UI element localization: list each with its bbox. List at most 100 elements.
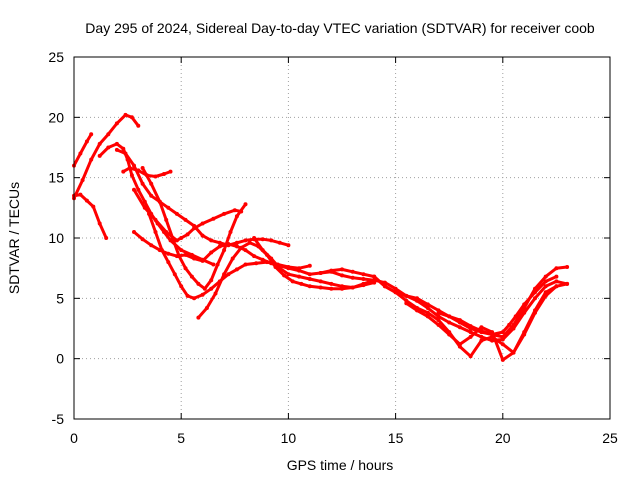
data-point: [415, 308, 419, 313]
data-point: [522, 302, 527, 307]
data-point: [468, 330, 473, 335]
data-point: [136, 168, 141, 173]
data-point: [164, 217, 169, 222]
data-point: [129, 173, 134, 178]
data-point: [297, 274, 302, 279]
data-point: [123, 112, 128, 117]
data-point: [132, 163, 136, 168]
data-point: [209, 286, 214, 291]
data-point: [149, 243, 154, 248]
data-point: [415, 296, 419, 301]
data-point: [243, 262, 248, 267]
data-point: [307, 272, 312, 277]
y-tick-label: 25: [48, 49, 64, 65]
data-point: [140, 237, 145, 242]
series-layer: [72, 112, 570, 362]
data-point: [479, 338, 484, 343]
data-point: [106, 145, 111, 150]
data-point: [97, 141, 102, 146]
data-point: [189, 274, 194, 279]
data-point: [132, 230, 136, 234]
data-point: [269, 256, 274, 261]
data-point: [329, 268, 334, 273]
data-point: [172, 272, 177, 277]
data-point: [121, 169, 126, 174]
data-point: [500, 342, 505, 347]
data-point: [80, 178, 85, 183]
data-point: [127, 166, 132, 170]
data-point: [565, 265, 570, 269]
data-point: [543, 279, 548, 284]
tick-marks: [73, 56, 611, 420]
data-point: [114, 121, 119, 126]
data-point: [393, 290, 398, 295]
data-point: [185, 232, 190, 237]
data-point: [554, 274, 559, 279]
series-line-track-1: [72, 193, 108, 240]
data-point: [447, 332, 452, 337]
data-point: [507, 322, 512, 327]
data-point: [89, 157, 94, 162]
data-point: [123, 151, 128, 156]
data-point: [78, 192, 83, 197]
data-point: [290, 279, 295, 284]
data-point: [153, 174, 158, 179]
series-line-track-14: [372, 275, 558, 358]
data-point: [457, 325, 462, 330]
data-point: [183, 217, 188, 222]
data-point: [234, 214, 239, 219]
data-point: [243, 248, 248, 253]
data-point: [211, 216, 216, 221]
data-point: [209, 278, 214, 283]
data-point: [213, 291, 218, 296]
data-point: [136, 123, 141, 128]
data-point: [436, 314, 441, 319]
data-point: [511, 350, 516, 355]
data-point: [162, 172, 166, 176]
x-tick-label: 15: [388, 430, 404, 446]
data-point: [204, 306, 209, 310]
data-point: [457, 318, 462, 323]
y-tick-label: 20: [48, 109, 64, 125]
data-point: [533, 310, 537, 315]
data-point: [425, 314, 430, 319]
data-point: [318, 279, 323, 284]
data-point: [164, 230, 169, 234]
data-point: [404, 301, 409, 306]
data-point: [142, 199, 147, 204]
data-point: [425, 302, 430, 307]
data-point: [260, 237, 265, 242]
data-point: [114, 141, 119, 146]
data-point: [136, 187, 141, 192]
data-point: [243, 238, 248, 243]
data-point: [215, 262, 220, 267]
data-point: [97, 153, 102, 158]
grid-lines: [74, 57, 610, 419]
data-point: [277, 240, 282, 245]
data-point: [436, 318, 441, 323]
data-point: [565, 281, 570, 286]
data-point: [91, 204, 96, 209]
data-point: [500, 357, 505, 362]
data-point: [511, 322, 516, 327]
series-line-track-12: [252, 236, 569, 343]
data-point: [513, 314, 518, 319]
data-point: [382, 284, 387, 289]
data-point: [340, 284, 344, 289]
data-point: [468, 334, 473, 339]
data-point: [282, 273, 287, 278]
data-point: [468, 324, 473, 329]
data-point: [149, 181, 154, 186]
series-line-track-3: [72, 132, 93, 168]
series-line-track-4: [98, 142, 215, 266]
x-axis-label: GPS time / hours: [287, 457, 394, 473]
data-point: [361, 272, 366, 277]
data-point: [533, 296, 537, 301]
data-point: [200, 233, 205, 238]
data-point: [159, 248, 164, 253]
data-point: [234, 244, 239, 249]
data-point: [350, 275, 355, 280]
data-point: [318, 285, 323, 290]
x-tick-label: 25: [602, 430, 618, 446]
